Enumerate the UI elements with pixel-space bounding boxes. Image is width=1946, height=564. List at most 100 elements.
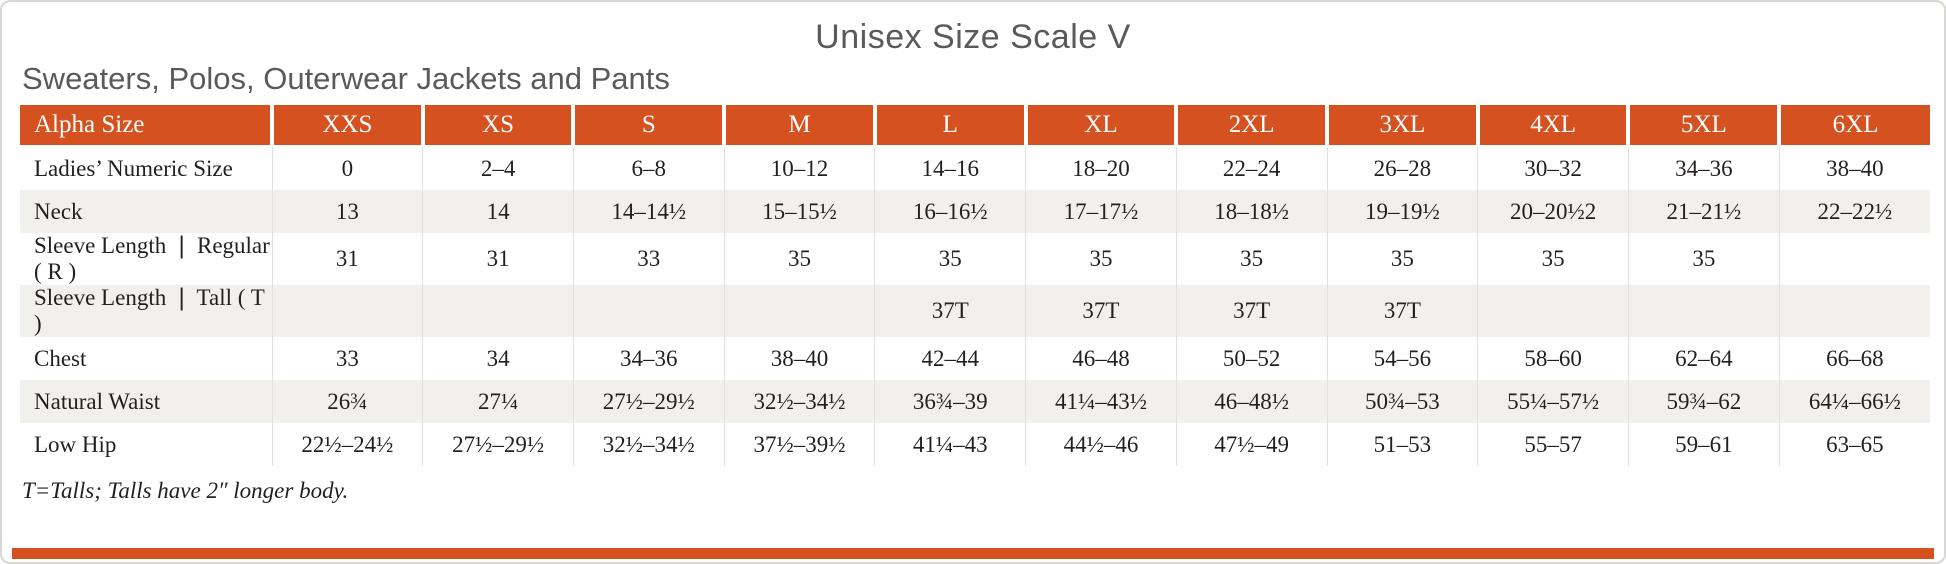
- table-row: Natural Waist 26¾ 27¼ 27½–29½ 32½–34½ 36¾–39 4…: [20, 380, 1930, 423]
- column-header-xxs: XXS: [272, 105, 425, 147]
- column-header-5xl: 5XL: [1628, 105, 1782, 147]
- column-header-s: S: [573, 105, 727, 147]
- size-cell: 21–21½: [1628, 190, 1780, 233]
- row-label: Natural Waist: [20, 380, 273, 423]
- size-cell: 55¼–57½: [1477, 380, 1629, 423]
- size-cell: 31: [422, 233, 574, 285]
- size-cell: 26¾: [272, 380, 424, 423]
- size-cell: [1477, 285, 1629, 337]
- size-cell: 59¾–62: [1628, 380, 1780, 423]
- table-row: Chest 33 34 34–36 38–40 42–44 46–48 50–52 54–56 5…: [20, 337, 1930, 380]
- table-row: Low Hip 22½–24½ 27½–29½ 32½–34½ 37½–39½ 41¼–4…: [20, 423, 1930, 466]
- table-row: Sleeve Length ❘ Regular ( R ) 31 31 33 35 35 3…: [20, 233, 1930, 285]
- row-label: Neck: [20, 190, 273, 233]
- size-cell: 32½–34½: [573, 423, 725, 466]
- size-cell: [1779, 233, 1930, 285]
- size-cell: 42–44: [874, 337, 1027, 380]
- column-header-3xl: 3XL: [1327, 105, 1480, 147]
- size-cell: 55–57: [1477, 423, 1629, 466]
- size-cell: 18–18½: [1176, 190, 1328, 233]
- size-cell: [573, 285, 725, 337]
- size-cell: 37½–39½: [724, 423, 876, 466]
- size-cell: 46–48½: [1176, 380, 1328, 423]
- size-cell: 15–15½: [724, 190, 876, 233]
- size-cell: 22½–24½: [272, 423, 424, 466]
- size-cell: 33: [573, 233, 725, 285]
- row-label: Sleeve Length ❘ Tall ( T ): [20, 285, 273, 337]
- size-cell: 38–40: [1826, 155, 1884, 181]
- column-header-m: M: [724, 105, 877, 147]
- size-cell: 62–64: [1628, 337, 1780, 380]
- column-header-xs: XS: [422, 105, 576, 147]
- size-cell: 14: [422, 190, 574, 233]
- size-cell: 31: [272, 233, 424, 285]
- size-cell: [422, 285, 574, 337]
- size-cell: 35: [1628, 233, 1780, 285]
- size-cell: 50–52: [1176, 337, 1328, 380]
- size-cell: 37T: [874, 285, 1027, 337]
- page-title: Unisex Size Scale V: [815, 18, 1131, 56]
- size-cell: 33: [272, 337, 424, 380]
- size-cell: 59–61: [1628, 423, 1780, 466]
- size-cell: 35: [1176, 233, 1328, 285]
- size-cell: 27¼: [422, 380, 574, 423]
- size-cell: 26–28: [1327, 146, 1479, 190]
- size-cell: 20–20½2: [1477, 190, 1629, 233]
- size-cell: 2–4: [422, 146, 574, 190]
- size-cell: 46–48: [1025, 337, 1177, 380]
- row-label: Ladies’ Numeric Size: [20, 146, 273, 190]
- size-cell: 0: [272, 146, 424, 190]
- page-subtitle: Sweaters, Polos, Outerwear Jackets and P…: [22, 61, 670, 96]
- column-header-xl: XL: [1025, 105, 1179, 147]
- size-cell: 58–60: [1477, 337, 1629, 380]
- size-cell: 27½–29½: [573, 380, 725, 423]
- size-cell: [724, 285, 876, 337]
- header-row: Alpha Size XXS XS S M L XL 2XL 3XL 4XL 5XL 6XL: [20, 105, 1930, 147]
- size-cell: 6–8: [573, 146, 725, 190]
- size-cell: 41¼–43: [874, 423, 1027, 466]
- table-row: Sleeve Length ❘ Tall ( T ) 37T 37T 37T 37T: [20, 285, 1930, 337]
- size-cell: 35: [724, 233, 876, 285]
- size-cell: 44½–46: [1025, 423, 1177, 466]
- size-table: Alpha Size XXS XS S M L XL 2XL 3XL 4XL 5XL 6XL Ladi…: [20, 105, 1930, 466]
- size-cell: 38–40: [724, 337, 876, 380]
- size-cell: 37T: [1176, 285, 1328, 337]
- size-cell: 10–12: [724, 146, 876, 190]
- size-cell: 14–14½: [573, 190, 725, 233]
- column-header-4xl: 4XL: [1477, 105, 1631, 147]
- size-cell: [272, 285, 424, 337]
- size-cell: 13: [272, 190, 424, 233]
- size-cell: 22–22½: [1817, 198, 1893, 224]
- size-cell: 30–32: [1477, 146, 1629, 190]
- table-row: Neck 13 14 14–14½ 15–15½ 16–16½ 17–17½ 18–18½ 19…: [20, 190, 1930, 233]
- row-label: Chest: [20, 337, 273, 380]
- size-cell: 32½–34½: [724, 380, 876, 423]
- size-cell: 34: [422, 337, 574, 380]
- size-cell: 16–16½: [874, 190, 1027, 233]
- size-cell: 66–68: [1826, 345, 1884, 371]
- size-cell: 36¾–39: [874, 380, 1027, 423]
- column-header-6xl: 6XL: [1779, 105, 1930, 147]
- size-cell: 47½–49: [1176, 423, 1328, 466]
- size-table-header: Alpha Size XXS XS S M L XL 2XL 3XL 4XL 5XL 6XL: [20, 105, 1930, 147]
- table-row: Ladies’ Numeric Size 0 2–4 6–8 10–12 14–16 18–…: [20, 146, 1930, 190]
- size-cell: [1628, 285, 1780, 337]
- size-cell: 64¼–66½: [1808, 388, 1901, 414]
- row-label: Sleeve Length ❘ Regular ( R ): [20, 233, 273, 285]
- size-cell: 63–65: [1826, 431, 1884, 457]
- size-cell: 35: [874, 233, 1027, 285]
- corner-header: Alpha Size: [20, 105, 274, 147]
- size-cell: 34–36: [573, 337, 725, 380]
- size-cell: 41¼–43½: [1025, 380, 1177, 423]
- next-table-header-strip: [12, 548, 1934, 559]
- size-cell: 27½–29½: [422, 423, 574, 466]
- talls-footnote: T=Talls; Talls have 2″ longer body.: [22, 478, 349, 503]
- size-cell: 35: [1477, 233, 1629, 285]
- size-cell: [1779, 285, 1930, 337]
- column-header-l: L: [874, 105, 1028, 147]
- size-cell: 22–24: [1176, 146, 1328, 190]
- column-header-2xl: 2XL: [1176, 105, 1330, 147]
- size-cell: 17–17½: [1025, 190, 1177, 233]
- size-cell: 51–53: [1327, 423, 1479, 466]
